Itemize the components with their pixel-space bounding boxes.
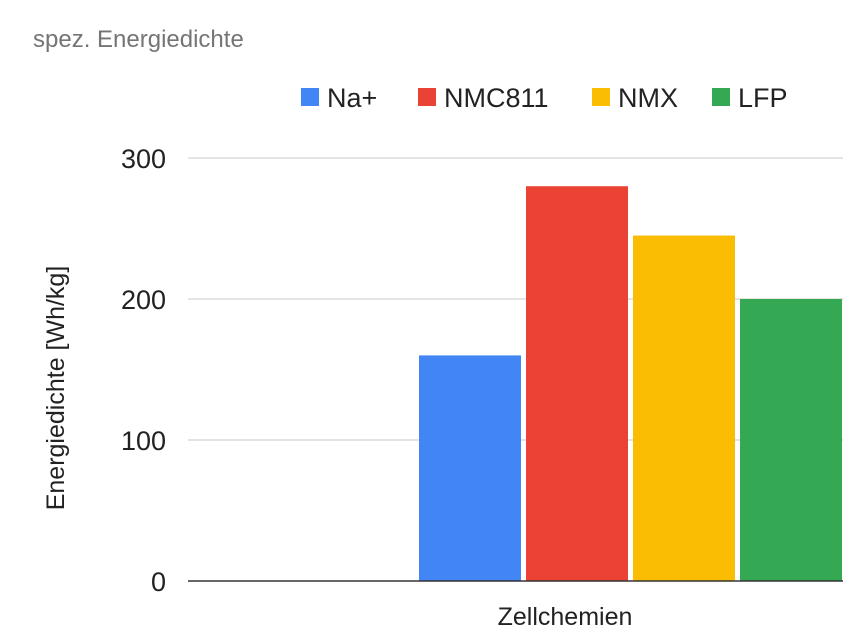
legend-label-nmc811: NMC811 (444, 83, 549, 113)
legend-swatch-lfp (712, 88, 730, 106)
y-axis-ticks: 0 100 200 300 (121, 144, 166, 597)
x-axis-title: Zellchemien (498, 603, 633, 631)
y-tick-label-100: 100 (121, 426, 166, 456)
legend-swatch-nmc811 (418, 88, 436, 106)
legend: Na+ NMC811 NMX LFP (301, 83, 788, 113)
legend-label-na: Na+ (327, 83, 377, 113)
bar-nmx (633, 235, 735, 582)
legend-item-lfp: LFP (712, 83, 788, 113)
y-tick-label-0: 0 (151, 567, 166, 597)
bar-lfp (740, 299, 842, 581)
legend-item-nmc811: NMC811 (418, 83, 549, 113)
legend-swatch-na (301, 88, 319, 106)
legend-item-na: Na+ (301, 83, 377, 113)
legend-item-nmx: NMX (592, 83, 678, 113)
y-tick-label-200: 200 (121, 285, 166, 315)
legend-swatch-nmx (592, 88, 610, 106)
chart-title: spez. Energiedichte (33, 26, 244, 53)
y-axis-title: Energiedichte [Wh/kg] (42, 266, 70, 511)
bar-na (419, 355, 521, 581)
bars (419, 186, 842, 582)
legend-label-nmx: NMX (618, 83, 678, 113)
legend-label-lfp: LFP (738, 83, 788, 113)
y-tick-label-300: 300 (121, 144, 166, 174)
bar-nmc811 (526, 186, 628, 581)
